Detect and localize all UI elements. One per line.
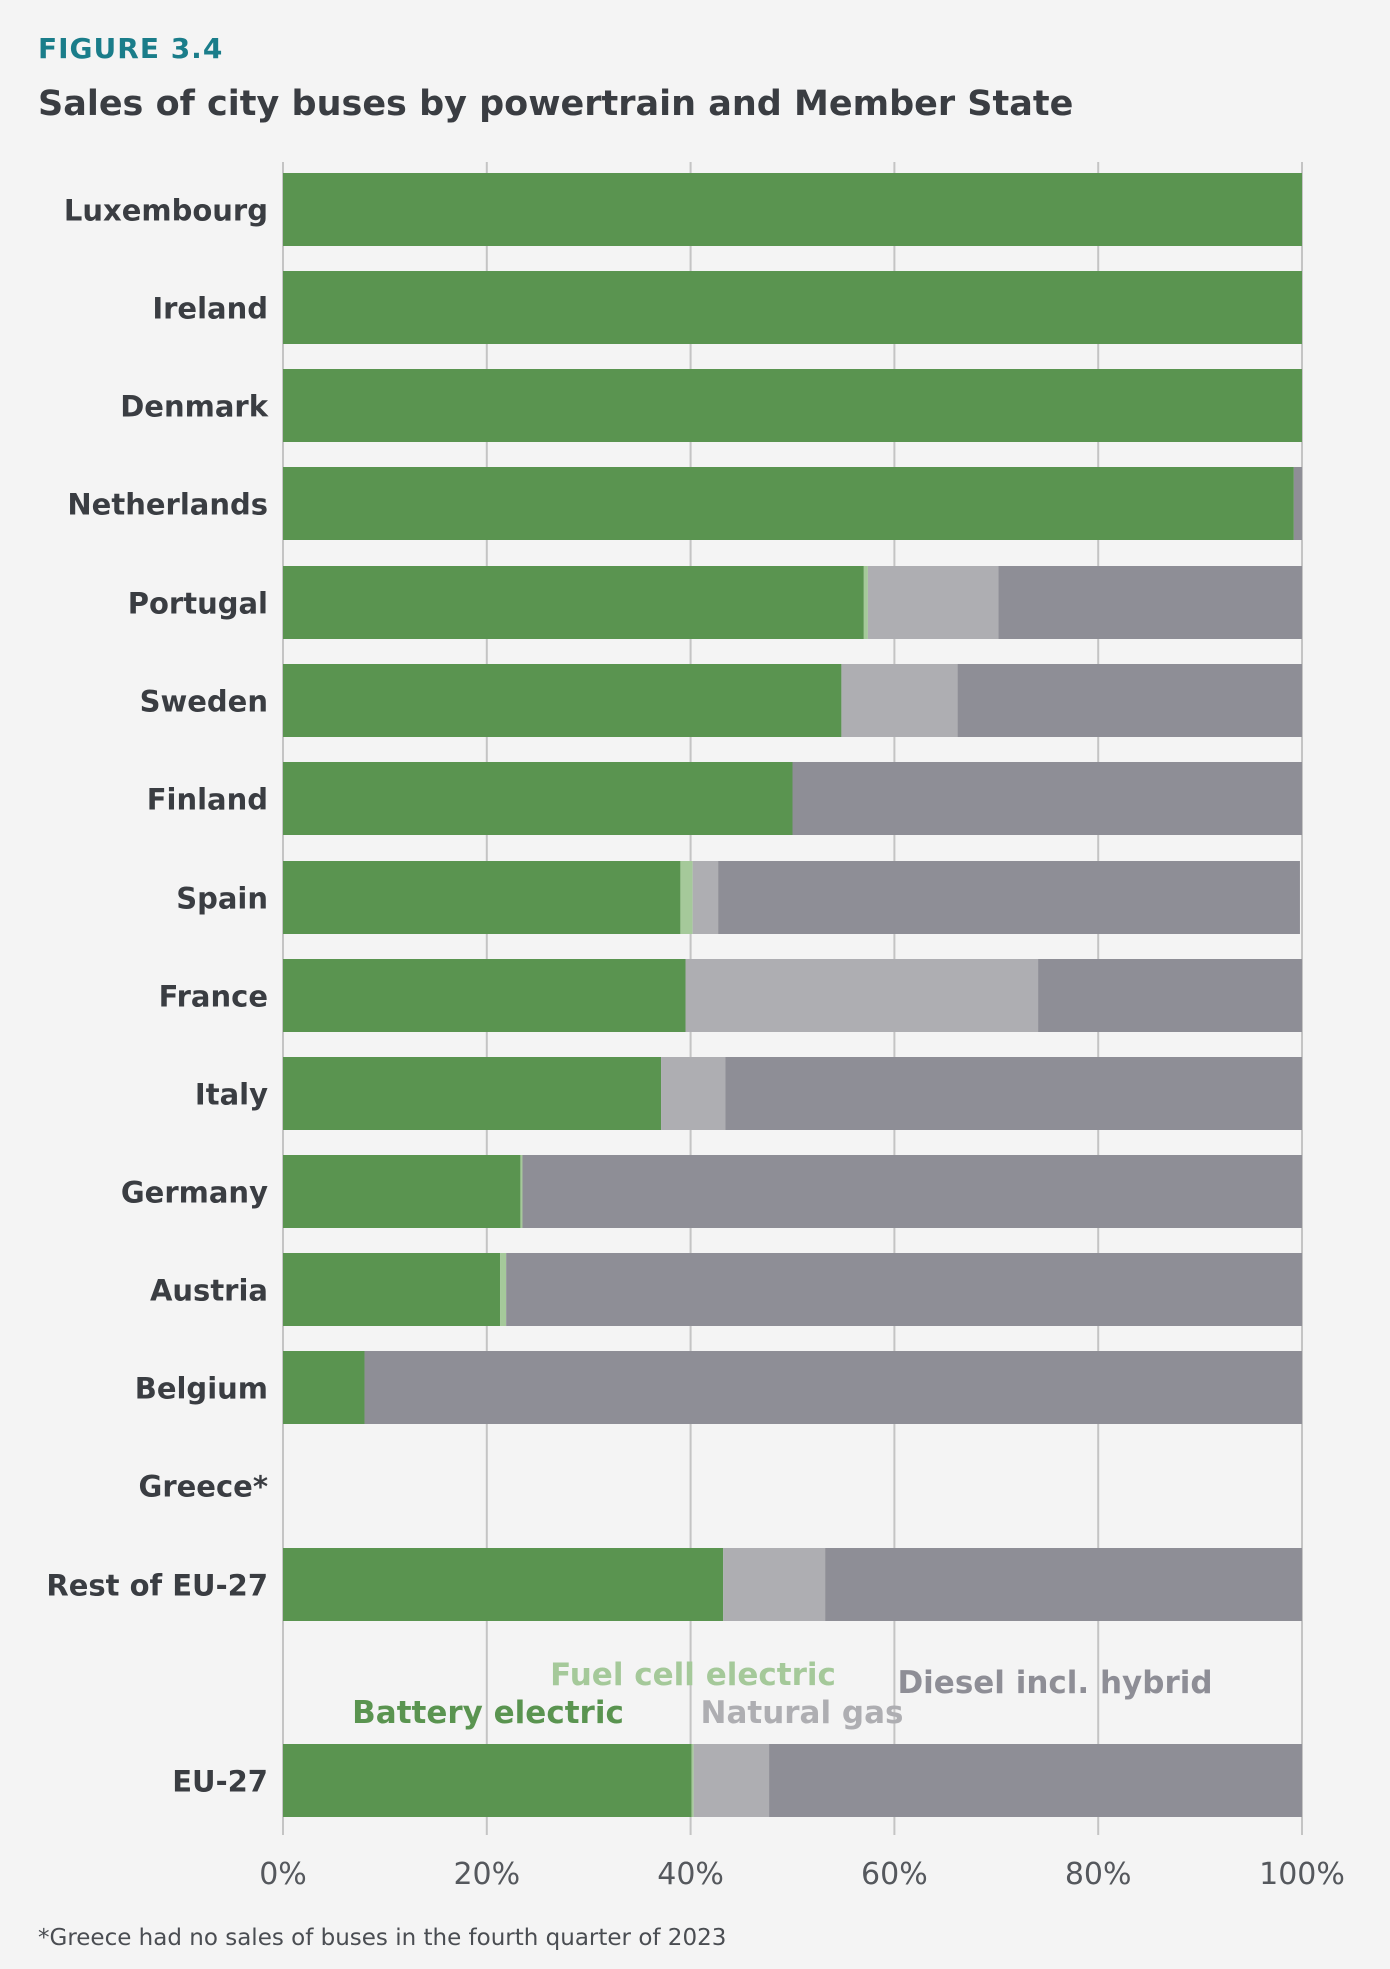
bar-segment — [364, 1351, 1302, 1424]
bar-segment — [680, 861, 693, 934]
category-label: France — [159, 980, 268, 1014]
bar-segment — [283, 959, 686, 1032]
bar-segment — [283, 1057, 662, 1130]
bar-segment — [283, 467, 1294, 540]
bar-segment — [718, 861, 1300, 934]
x-tick-label: 20% — [453, 1857, 520, 1892]
bar-segment — [283, 369, 1302, 442]
bar-segment — [998, 566, 1302, 639]
bar-segment — [769, 1744, 1302, 1817]
bar-segment — [283, 566, 864, 639]
category-label: Belgium — [135, 1372, 268, 1406]
bar-segment — [957, 664, 1302, 737]
legend-item: Fuel cell electric — [550, 1657, 836, 1693]
bar-segment — [506, 1253, 1302, 1326]
bar-segment — [283, 861, 681, 934]
category-label: Germany — [121, 1176, 268, 1210]
bar-segment — [520, 1155, 523, 1228]
category-label: Luxembourg — [64, 194, 268, 228]
bar-segment — [522, 1155, 1302, 1228]
bar-segment — [283, 762, 793, 835]
category-label: Finland — [147, 783, 268, 817]
bar-segment — [283, 173, 1302, 246]
category-label: Netherlands — [67, 488, 268, 522]
bar-segment — [825, 1548, 1302, 1621]
legend-item: Diesel incl. hybrid — [897, 1665, 1212, 1701]
bar-segment — [500, 1253, 507, 1326]
bar-segment — [841, 664, 958, 737]
x-tick-label: 40% — [657, 1857, 724, 1892]
bar-segment — [691, 1744, 694, 1817]
bar-segment — [723, 1548, 826, 1621]
category-label: EU-27 — [172, 1765, 268, 1799]
x-tick-label: 60% — [861, 1857, 928, 1892]
bar-segment — [792, 762, 1302, 835]
category-label: Greece* — [139, 1470, 268, 1504]
x-tick-label: 0% — [259, 1857, 307, 1892]
bar-segment — [283, 1548, 724, 1621]
legend-item: Natural gas — [701, 1695, 904, 1731]
bar-segment — [1293, 467, 1302, 540]
bar-segment — [661, 1057, 726, 1130]
category-label: Italy — [195, 1078, 268, 1112]
category-labels: Luxembourg Ireland Denmark Netherlands Portu… — [46, 194, 268, 1799]
x-tick-label: 80% — [1065, 1857, 1132, 1892]
category-label: Spain — [176, 882, 268, 916]
bar-segment — [283, 1253, 501, 1326]
bar-segment — [692, 861, 719, 934]
bar-segment — [1038, 959, 1302, 1032]
category-label: Rest of EU-27 — [46, 1569, 268, 1603]
category-label: Austria — [150, 1274, 268, 1308]
bars — [283, 173, 1302, 1817]
category-label: Sweden — [140, 685, 268, 719]
footnote: *Greece had no sales of buses in the fou… — [38, 1925, 727, 1951]
bar-segment — [283, 1744, 692, 1817]
category-label: Ireland — [152, 292, 268, 326]
legend-item: Battery electric — [352, 1695, 624, 1731]
figure-label: FIGURE 3.4 — [38, 32, 224, 65]
chart-title: Sales of city buses by powertrain and Me… — [38, 84, 1074, 124]
bar-segment — [725, 1057, 1302, 1130]
x-axis-ticks: 0% 20% 40% 60% 80% 100% — [259, 1857, 1345, 1892]
bar-segment — [867, 566, 999, 639]
bar-segment — [283, 1351, 365, 1424]
category-label: Portugal — [128, 587, 268, 621]
bar-segment — [283, 1155, 521, 1228]
x-tick-label: 100% — [1259, 1857, 1345, 1892]
bar-segment — [283, 664, 842, 737]
bar-segment — [283, 271, 1302, 344]
bar-segment — [685, 959, 1039, 1032]
category-label: Denmark — [120, 390, 268, 424]
bar-segment — [863, 566, 868, 639]
bar-segment — [693, 1744, 770, 1817]
